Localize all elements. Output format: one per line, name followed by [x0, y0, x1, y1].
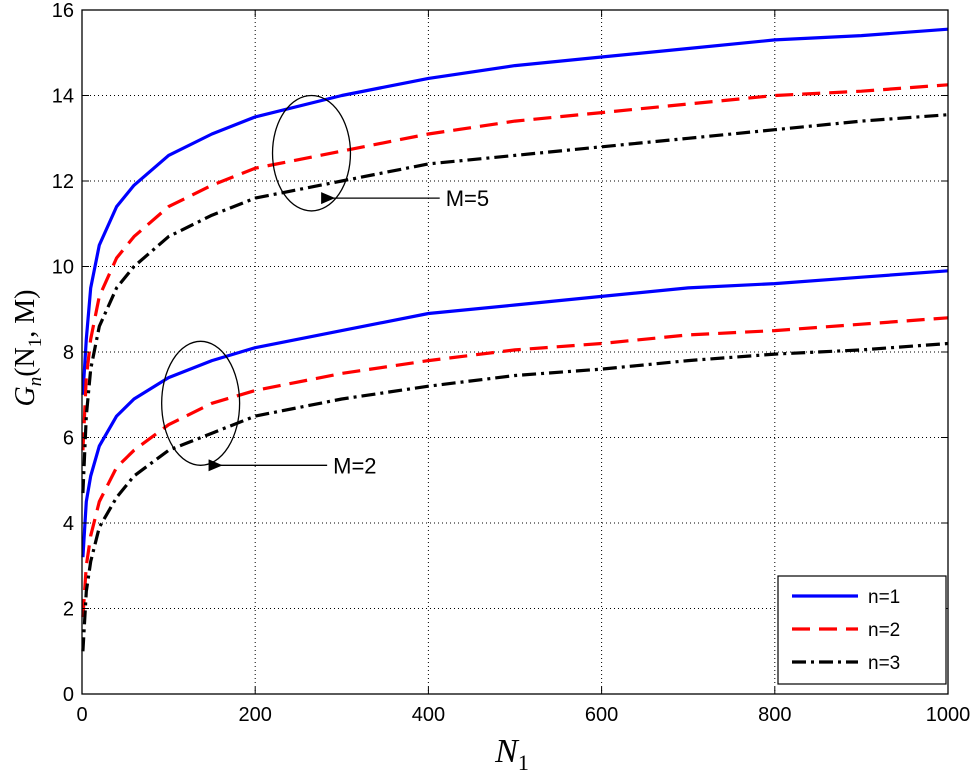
annotation-ellipse	[161, 340, 241, 466]
x-tick-label: 1000	[926, 704, 971, 726]
y-axis-label-sub: n	[25, 377, 46, 387]
y-axis-label-args-sub: 1	[25, 338, 46, 348]
legend: n=1 n=2 n=3	[777, 575, 947, 685]
y-tick-label: 12	[52, 171, 74, 193]
series-line-n=2-M=5	[81, 83, 949, 451]
y-axis-label-args: (N	[10, 347, 41, 377]
axis-ticks: 0 200 400 600 800 1000 0 2 4 6 8 10 12 14 16	[52, 0, 971, 726]
annotation-ellipse	[271, 94, 352, 212]
x-tick-label: 400	[412, 704, 445, 726]
y-tick-label: 16	[52, 0, 74, 22]
y-tick-label: 6	[63, 428, 74, 450]
legend-label-n=3: n=3	[868, 653, 900, 674]
x-axis-label: N1	[494, 733, 529, 770]
series-line-n=1-M=2	[81, 269, 949, 558]
y-axis-label-tail: , M)	[10, 289, 41, 337]
series-line-n=3-M=2	[81, 341, 949, 652]
annotation-label: M=5	[446, 186, 489, 211]
y-tick-label: 4	[63, 513, 74, 535]
y-tick-label: 8	[63, 342, 74, 364]
y-tick-label: 10	[52, 257, 74, 279]
legend-label-n=2: n=2	[868, 620, 900, 641]
y-axis-label: Gn(N1, M)	[10, 289, 46, 406]
grid	[82, 10, 948, 694]
x-tick-label: 200	[239, 704, 272, 726]
legend-label-n=1: n=1	[868, 587, 900, 608]
x-axis-label-sub: 1	[518, 750, 529, 770]
y-tick-label: 0	[63, 684, 74, 706]
series-line-n=2-M=2	[81, 316, 949, 618]
x-tick-label: 0	[76, 704, 87, 726]
y-tick-label: 14	[52, 86, 74, 108]
annotations: M=5 M=2	[161, 94, 489, 478]
x-axis-label-main: N	[494, 733, 520, 770]
y-tick-label: 2	[63, 599, 74, 621]
y-axis-label-main: G	[10, 386, 41, 406]
series-line-n=3-M=5	[81, 113, 949, 494]
series-lines	[81, 27, 949, 652]
x-tick-label: 800	[758, 704, 791, 726]
x-tick-label: 600	[585, 704, 618, 726]
series-line-n=1-M=5	[81, 27, 949, 395]
annotation-label: M=2	[333, 453, 376, 478]
